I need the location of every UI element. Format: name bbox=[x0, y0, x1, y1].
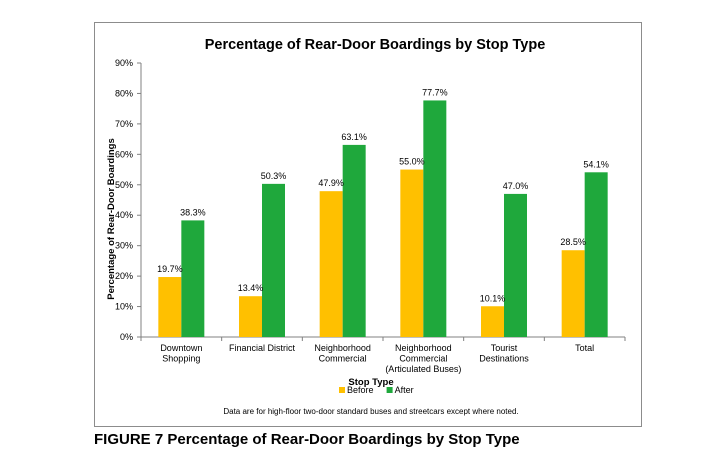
y-tick-label: 0% bbox=[120, 332, 133, 342]
bar-after-6 bbox=[584, 172, 608, 337]
bar-after-5 bbox=[504, 193, 527, 337]
x-tick-label: Total bbox=[575, 343, 594, 353]
legend-swatch-after bbox=[386, 387, 393, 393]
x-tick-label: Financial District bbox=[229, 343, 296, 353]
y-axis-title: Percentage of Rear-Door Boardings bbox=[106, 138, 117, 300]
figure-caption: FIGURE 7 Percentage of Rear-Door Boardin… bbox=[94, 431, 520, 448]
x-tick-label: Downtown Shopping bbox=[160, 343, 202, 364]
legend-label-after: After bbox=[395, 385, 414, 395]
y-tick-label: 80% bbox=[115, 88, 133, 98]
x-tick-label: Tourist Destinations bbox=[479, 343, 529, 364]
data-label-before: 13.4% bbox=[238, 283, 264, 293]
y-tick-label: 40% bbox=[115, 210, 133, 220]
x-tick-label: Neighborhood Commercial bbox=[314, 343, 371, 364]
data-label-before: 47.9% bbox=[318, 178, 344, 188]
y-tick-label: 10% bbox=[115, 302, 133, 312]
data-label-before: 19.7% bbox=[157, 264, 183, 274]
bar-after-2 bbox=[262, 183, 285, 337]
chart-frame: Percentage of Rear-Door Boardings by Sto… bbox=[94, 22, 642, 427]
bar-after-3 bbox=[342, 144, 366, 337]
data-label-after: 77.7% bbox=[422, 87, 448, 97]
data-label-before: 55.0% bbox=[399, 157, 425, 167]
y-tick-label: 30% bbox=[115, 241, 133, 251]
bar-after-4 bbox=[423, 100, 447, 338]
bar-before-1 bbox=[158, 277, 182, 337]
legend-swatch-before bbox=[339, 387, 345, 393]
bar-before-4 bbox=[400, 169, 424, 337]
data-label-after: 63.1% bbox=[341, 132, 367, 142]
y-tick-label: 60% bbox=[115, 149, 133, 159]
y-tick-label: 20% bbox=[115, 271, 133, 281]
data-label-after: 38.3% bbox=[180, 207, 206, 217]
bar-before-2 bbox=[239, 296, 262, 337]
y-tick-label: 90% bbox=[115, 58, 133, 68]
data-label-after: 54.1% bbox=[583, 159, 609, 169]
legend-label-before: Before bbox=[347, 385, 374, 395]
chart-note: Data are for high-floor two-door standar… bbox=[223, 407, 518, 416]
data-label-after: 47.0% bbox=[503, 181, 529, 191]
y-tick-label: 50% bbox=[115, 180, 133, 190]
x-axis-title: Stop Type bbox=[348, 377, 393, 388]
bar-before-5 bbox=[481, 306, 504, 337]
bar-chart: Percentage of Rear-Door Boardings by Sto… bbox=[106, 37, 626, 416]
data-label-after: 50.3% bbox=[261, 171, 287, 181]
y-tick-label: 70% bbox=[115, 119, 133, 129]
data-label-before: 10.1% bbox=[480, 293, 506, 303]
bar-before-3 bbox=[319, 191, 343, 337]
bar-before-6 bbox=[561, 250, 585, 337]
data-label-before: 28.5% bbox=[560, 237, 586, 247]
chart-title: Percentage of Rear-Door Boardings by Sto… bbox=[205, 37, 546, 53]
x-tick-label: Neighborhood Commercial (Articulated Buses… bbox=[385, 343, 461, 374]
bar-after-1 bbox=[181, 220, 205, 337]
